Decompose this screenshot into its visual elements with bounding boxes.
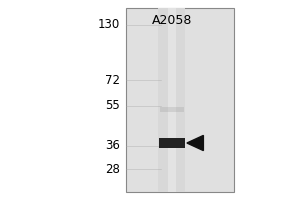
Bar bbox=[159, 138, 184, 148]
Bar bbox=[160, 107, 184, 112]
Text: A2058: A2058 bbox=[152, 14, 192, 27]
Bar bbox=[126, 8, 234, 192]
Text: 36: 36 bbox=[105, 139, 120, 152]
Bar bbox=[158, 8, 185, 192]
Text: 28: 28 bbox=[105, 163, 120, 176]
Text: 130: 130 bbox=[98, 18, 120, 31]
Text: 55: 55 bbox=[105, 99, 120, 112]
Polygon shape bbox=[187, 135, 203, 151]
Text: 72: 72 bbox=[105, 74, 120, 87]
Bar bbox=[168, 8, 175, 192]
